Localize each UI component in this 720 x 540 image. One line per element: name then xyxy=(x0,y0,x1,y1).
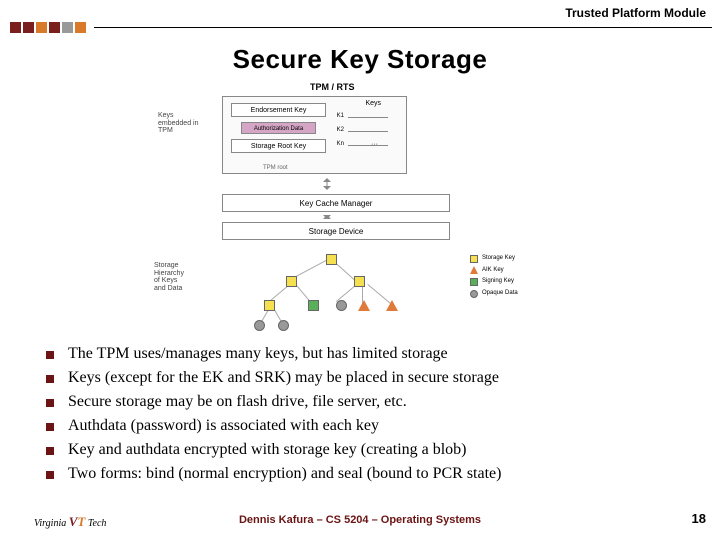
signing-key-node xyxy=(308,300,319,311)
key-item: K2 xyxy=(337,127,344,133)
accent-square xyxy=(36,22,47,33)
bullet-icon xyxy=(46,447,54,455)
key-cache-manager-box: Key Cache Manager xyxy=(222,194,450,212)
authorization-box: Authorization Data xyxy=(241,122,316,134)
bullet-item: Secure storage may be on flash drive, fi… xyxy=(46,393,690,411)
bullet-list: The TPM uses/manages many keys, but has … xyxy=(46,345,690,489)
slide-title: Secure Key Storage xyxy=(0,44,720,75)
opaque-data-node xyxy=(336,300,347,311)
legend-label: AIK Key xyxy=(482,266,504,276)
storage-key-node xyxy=(326,254,337,265)
logo-tech: Tech xyxy=(88,518,107,529)
legend-item: Signing Key xyxy=(470,277,518,287)
key-hierarchy xyxy=(218,254,458,326)
legend: Storage Key AIK Key Signing Key Opaque D… xyxy=(470,254,518,300)
opaque-data-node xyxy=(278,320,289,331)
storage-root-key-box: Storage Root Key xyxy=(231,139,326,153)
bullet-text: Keys (except for the EK and SRK) may be … xyxy=(68,369,499,387)
header-title: Trusted Platform Module xyxy=(565,6,706,20)
storage-device-box: Storage Device xyxy=(222,222,450,240)
accent-square xyxy=(49,22,60,33)
accent-square xyxy=(62,22,73,33)
page-number: 18 xyxy=(692,511,706,526)
left-label-keys-embedded: Keysembedded inTPM xyxy=(158,112,198,135)
bullet-item: Two forms: bind (normal encryption) and … xyxy=(46,465,690,483)
bullet-text: Secure storage may be on flash drive, fi… xyxy=(68,393,407,411)
signing-key-icon xyxy=(470,278,478,286)
logo-t-icon: T xyxy=(77,514,85,529)
key-line xyxy=(348,145,388,146)
bullet-icon xyxy=(46,471,54,479)
legend-label: Storage Key xyxy=(482,254,515,264)
legend-label: Signing Key xyxy=(482,277,514,287)
legend-label: Opaque Data xyxy=(482,289,518,299)
storage-key-node xyxy=(286,276,297,287)
bullet-text: Key and authdata encrypted with storage … xyxy=(68,441,467,459)
key-item: Kn xyxy=(337,141,344,147)
arrow-vertical xyxy=(320,213,334,221)
bullet-item: Keys (except for the EK and SRK) may be … xyxy=(46,369,690,387)
header-bar xyxy=(0,22,720,34)
header-rule xyxy=(94,27,712,34)
bullet-icon xyxy=(46,375,54,383)
keys-header: Keys xyxy=(365,100,381,107)
storage-key-icon xyxy=(470,255,478,263)
bullet-icon xyxy=(46,423,54,431)
legend-item: Storage Key xyxy=(470,254,518,264)
bullet-icon xyxy=(46,351,54,359)
key-line xyxy=(348,117,388,118)
ellipsis: ··· xyxy=(371,141,378,148)
bullet-text: The TPM uses/manages many keys, but has … xyxy=(68,345,448,363)
bullet-item: The TPM uses/manages many keys, but has … xyxy=(46,345,690,363)
logo-virginia: Virginia xyxy=(34,518,66,529)
opaque-data-node xyxy=(254,320,265,331)
bullet-text: Two forms: bind (normal encryption) and … xyxy=(68,465,501,483)
footer-center: Dennis Kafura – CS 5204 – Operating Syst… xyxy=(0,508,720,526)
endorsement-key-box: Endorsement Key xyxy=(231,103,326,117)
left-label-hierarchy: StorageHierarchyof Keysand Data xyxy=(154,262,184,293)
key-item: K1 xyxy=(337,113,344,119)
vt-logo: Virginia VT Tech xyxy=(34,514,106,530)
tpm-root-label: TPM root xyxy=(263,165,288,171)
legend-item: AIK Key xyxy=(470,266,518,276)
header-accent-squares xyxy=(10,22,86,34)
bullet-item: Authdata (password) is associated with e… xyxy=(46,417,690,435)
aik-key-node xyxy=(386,300,398,311)
footer: Virginia VT Tech Dennis Kafura – CS 5204… xyxy=(0,508,720,532)
diagram: TPM / RTS Keysembedded inTPM Endorsement… xyxy=(160,82,580,332)
opaque-data-icon xyxy=(470,290,478,298)
bullet-icon xyxy=(46,399,54,407)
bullet-item: Key and authdata encrypted with storage … xyxy=(46,441,690,459)
aik-key-node xyxy=(358,300,370,311)
tpm-box: Endorsement Key Authorization Data Stora… xyxy=(222,96,407,174)
storage-key-node xyxy=(354,276,365,287)
tpm-title: TPM / RTS xyxy=(310,82,355,92)
accent-square xyxy=(10,22,21,33)
storage-key-node xyxy=(264,300,275,311)
arrow-vertical xyxy=(320,176,334,192)
accent-square xyxy=(75,22,86,33)
accent-square xyxy=(23,22,34,33)
aik-key-icon xyxy=(470,266,478,274)
bullet-text: Authdata (password) is associated with e… xyxy=(68,417,379,435)
legend-item: Opaque Data xyxy=(470,289,518,299)
key-line xyxy=(348,131,388,132)
